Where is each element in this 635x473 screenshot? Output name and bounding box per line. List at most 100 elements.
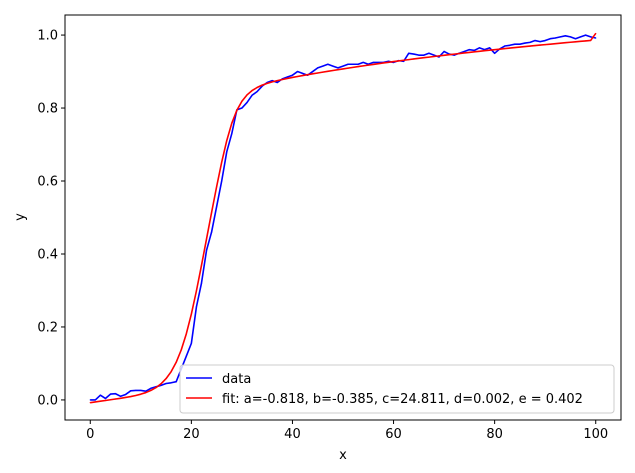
data-point-s0-50 [342,65,344,67]
data-point-s1-44 [312,73,314,75]
axes-frame [64,14,622,421]
data-point-s0-56 [372,61,374,64]
data-point-s0-75 [468,49,470,51]
x-tick-label: 80 [486,427,503,442]
data-point-s0-70 [443,50,445,53]
data-point-s1-59 [387,61,390,63]
data-point-s1-68 [433,55,435,58]
data-point-s0-22 [200,282,203,284]
data-point-s0-63 [408,52,410,54]
data-point-s1-89 [539,44,541,46]
data-point-s1-73 [458,52,460,55]
data-point-s0-16 [170,382,172,384]
data-point-s1-74 [463,52,465,54]
data-point-s0-52 [352,63,354,65]
legend-box [179,364,615,414]
data-point-s1-90 [544,44,546,46]
data-point-s1-99 [590,39,592,42]
data-point-s0-79 [488,47,491,49]
data-point-s1-55 [367,64,369,66]
data-point-s0-86 [524,42,526,44]
data-point-s1-51 [347,67,349,69]
data-point-s1-31 [246,94,248,96]
data-point-s1-30 [241,100,243,102]
data-point-s0-7 [125,393,127,396]
data-point-s0-14 [160,384,162,386]
data-point-s0-46 [322,65,324,67]
data-point-s1-92 [554,43,556,45]
data-point-s1-20 [190,313,192,315]
axes-layer [64,14,622,421]
y-tick-label: 1.0 [37,29,58,44]
data-point-s1-91 [549,43,551,45]
data-point-s0-24 [210,231,213,233]
data-point-s0-68 [433,54,435,56]
y-tick-label: 0.8 [37,102,58,117]
data-point-s0-0 [89,399,91,401]
data-point-s1-10 [140,393,142,395]
data-point-s0-66 [423,54,425,56]
data-point-s0-76 [473,49,476,51]
data-point-s1-63 [408,59,410,61]
data-point-s0-82 [504,45,506,47]
legend-label-data: data [222,372,251,387]
data-point-s1-76 [473,51,476,53]
data-point-s0-37 [276,81,278,84]
data-point-s0-100 [595,37,597,39]
data-point-s0-96 [574,38,577,40]
data-point-s1-82 [504,48,506,50]
data-point-s0-17 [175,381,177,383]
data-point-s1-41 [296,75,299,78]
data-point-s1-58 [382,62,385,64]
data-point-s1-86 [524,45,526,48]
data-point-s0-48 [332,65,334,67]
data-point-s1-19 [185,333,187,335]
data-point-s0-99 [590,36,592,38]
data-point-s1-71 [448,54,450,56]
data-point-s1-97 [579,40,582,42]
data-point-s0-27 [226,151,228,153]
data-point-s1-100 [595,32,597,35]
data-point-s0-95 [569,36,572,38]
data-point-s0-30 [241,107,243,109]
data-point-s0-54 [362,61,364,64]
data-point-s1-37 [276,80,278,82]
data-point-s1-3 [104,399,107,402]
data-point-s0-97 [579,36,582,38]
data-point-s0-74 [463,50,465,53]
y-tick-label: 0.4 [37,247,58,262]
data-point-s1-69 [438,55,440,57]
data-point-s0-26 [221,180,223,182]
data-point-s1-8 [130,395,132,398]
data-point-s0-6 [120,395,122,397]
data-point-s1-2 [99,400,101,402]
data-point-s0-8 [130,390,132,392]
data-point-s0-49 [337,67,339,69]
data-point-s1-96 [574,41,577,43]
y-tick-label: 0.6 [37,175,58,190]
data-point-s0-21 [195,306,198,308]
data-point-s1-14 [160,383,162,385]
data-point-s1-43 [307,74,309,76]
data-point-s1-84 [514,46,516,49]
data-point-s0-9 [135,389,137,392]
x-tick-label: 100 [583,427,608,442]
data-point-s1-57 [377,63,379,65]
data-point-s0-2 [99,394,101,396]
series-layer [89,32,597,404]
data-point-s1-78 [483,50,486,52]
data-point-s1-11 [145,391,147,394]
data-point-s0-65 [418,54,420,56]
data-point-s1-61 [398,60,400,62]
data-point-s1-98 [585,40,587,42]
y-tick-label: 0.2 [37,320,58,335]
data-point-s1-94 [564,42,567,44]
x-tick-label: 40 [284,427,301,442]
data-point-s1-40 [291,76,294,79]
x-tick-label: 60 [385,427,402,442]
data-point-s0-39 [286,76,288,78]
data-point-s0-5 [114,393,117,395]
data-point-s1-53 [357,65,359,68]
data-point-s0-93 [559,36,561,38]
